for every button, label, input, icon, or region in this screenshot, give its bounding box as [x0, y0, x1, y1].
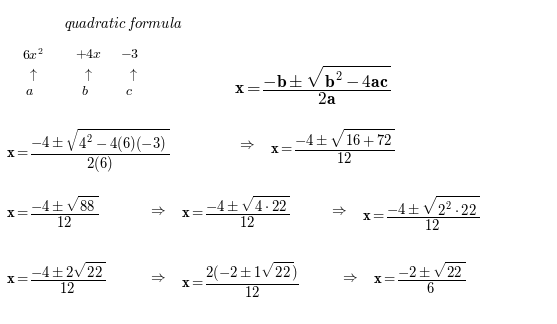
Text: $c$: $c$: [125, 84, 133, 98]
Text: $\uparrow$: $\uparrow$: [82, 66, 94, 83]
Text: $\mathbf{x = \dfrac{-4 \pm \sqrt{4 \cdot 22}}{12}}$: $\mathbf{x = \dfrac{-4 \pm \sqrt{4 \cdot…: [181, 194, 290, 230]
Text: $\Rightarrow$: $\Rightarrow$: [148, 204, 166, 218]
Text: $\Rightarrow$: $\Rightarrow$: [148, 271, 166, 284]
Text: $+4x$: $+4x$: [75, 47, 102, 61]
Text: $-3$: $-3$: [120, 47, 139, 61]
Text: $a$: $a$: [25, 84, 34, 98]
Text: $\Rightarrow$: $\Rightarrow$: [340, 271, 358, 284]
Text: $\Rightarrow$: $\Rightarrow$: [329, 204, 347, 218]
Text: $\mathbf{x = \dfrac{-4 \pm \sqrt{4^2-4(6)(-3)}}{2(6)}}$: $\mathbf{x = \dfrac{-4 \pm \sqrt{4^2-4(6…: [6, 128, 169, 175]
Text: $\mathbf{x = \dfrac{2(-2 \pm 1\sqrt{22})}{12}}$: $\mathbf{x = \dfrac{2(-2 \pm 1\sqrt{22})…: [181, 261, 299, 300]
Text: $\mathbf{x = \dfrac{-4 \pm \sqrt{2^2 \cdot 22}}{12}}$: $\mathbf{x = \dfrac{-4 \pm \sqrt{2^2 \cd…: [362, 194, 479, 233]
Text: $\uparrow$: $\uparrow$: [127, 66, 138, 83]
Text: $\mathbf{x = \dfrac{-2 \pm \sqrt{22}}{6}}$: $\mathbf{x = \dfrac{-2 \pm \sqrt{22}}{6}…: [373, 261, 465, 296]
Text: $\uparrow$: $\uparrow$: [27, 66, 38, 83]
Text: $\mathbf{x = \dfrac{-4 \pm 2\sqrt{22}}{12}}$: $\mathbf{x = \dfrac{-4 \pm 2\sqrt{22}}{1…: [6, 261, 105, 296]
Text: $\mathbf{x = \dfrac{-b \pm \sqrt{b^2-4ac}}{2a}}$: $\mathbf{x = \dfrac{-b \pm \sqrt{b^2-4ac…: [234, 63, 391, 107]
Text: $\mathbf{x = \dfrac{-4 \pm \sqrt{88}}{12}}$: $\mathbf{x = \dfrac{-4 \pm \sqrt{88}}{12…: [6, 194, 97, 230]
Text: $\Rightarrow$: $\Rightarrow$: [237, 138, 255, 152]
Text: $6x^2$: $6x^2$: [22, 47, 45, 63]
Text: $\mathbf{x = \dfrac{-4 \pm \sqrt{16+72}}{12}}$: $\mathbf{x = \dfrac{-4 \pm \sqrt{16+72}}…: [270, 128, 395, 167]
Text: $b$: $b$: [81, 84, 89, 98]
Text: $\mathit{quadratic\/formula}$: $\mathit{quadratic\/formula}$: [64, 15, 183, 33]
